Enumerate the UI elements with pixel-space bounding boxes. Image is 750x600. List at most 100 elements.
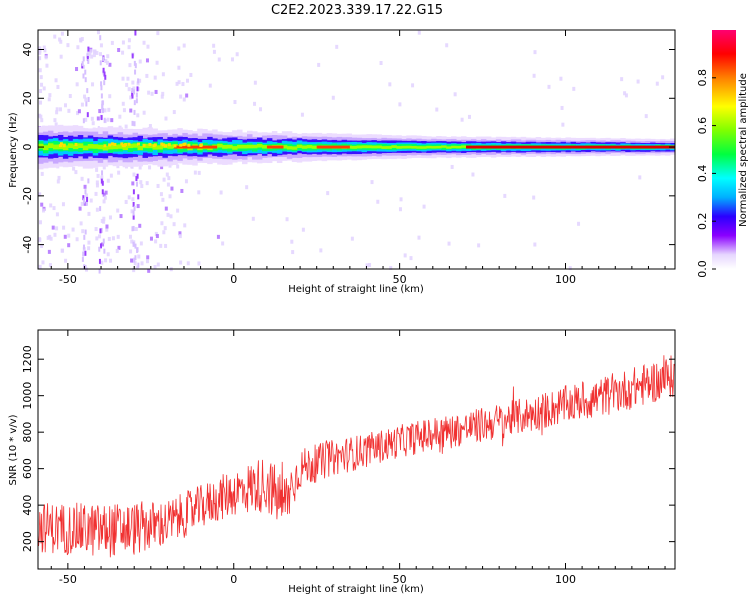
spectrogram-noise-cell: [317, 62, 321, 67]
spectrogram-noise-cell: [134, 227, 138, 232]
spectrogram-y-tick-label: 40: [21, 43, 34, 57]
spectrogram-y-tick-label: -40: [21, 236, 34, 254]
spectrogram-streak-cell: [82, 195, 85, 201]
spectrogram-noise-cell: [140, 184, 144, 189]
spectrogram-noise-cell: [104, 190, 108, 195]
spectrogram-noise-cell: [104, 59, 108, 64]
spectrogram-noise-cell: [88, 51, 92, 56]
spectrogram-noise-cell: [117, 48, 121, 53]
spectrogram-band-cell: [396, 146, 402, 149]
spectrogram-noise-cell: [38, 48, 42, 53]
spectrogram-noise-cell: [127, 87, 131, 92]
spectrogram-streak-cell: [133, 205, 136, 211]
spectrogram-noise-cell: [71, 227, 75, 232]
spectrogram-streak-cell: [132, 241, 135, 247]
spectrogram-band-cell: [311, 145, 318, 149]
spectrogram-streak-cell: [83, 198, 86, 204]
spectrogram-noise-cell: [181, 82, 185, 87]
spectrogram-noise-cell: [48, 263, 52, 268]
spectrogram-noise-cell: [38, 56, 42, 61]
spectrogram-noise-cell: [115, 248, 119, 253]
spectrogram-noise-cell: [326, 191, 330, 196]
spectrogram-peak-cell: [58, 144, 62, 148]
spectrogram-noise-cell: [125, 82, 129, 87]
spectrogram-noise-cell: [74, 170, 78, 175]
spectrogram-noise-cell: [93, 49, 97, 54]
spectrogram-noise-cell: [98, 109, 102, 114]
snr-series-line: [37, 355, 675, 558]
spectrogram-noise-cell: [121, 76, 125, 81]
spectrogram-noise-cell: [75, 237, 79, 242]
spectrogram-noise-cell: [398, 102, 402, 107]
spectrogram-noise-cell: [411, 83, 415, 88]
spectrogram-noise-cell: [300, 112, 304, 117]
spectrogram-noise-cell: [197, 261, 201, 266]
spectrogram-streak-cell: [86, 112, 89, 118]
spectrogram-band-cell: [301, 145, 308, 149]
spectrogram-noise-cell: [42, 45, 46, 50]
spectrogram-noise-cell: [212, 49, 216, 54]
spectrogram-noise-cell: [77, 109, 81, 114]
spectrogram-noise-cell: [285, 217, 289, 222]
spectrogram-noise-cell: [168, 163, 172, 168]
spectrogram-noise-cell: [108, 62, 112, 67]
spectrogram-band-cell: [361, 145, 367, 149]
spectrogram-noise-cell: [129, 95, 133, 100]
snr-x-tick-label: 0: [230, 573, 237, 586]
spectrogram-streak-cell: [86, 53, 89, 59]
spectrogram-noise-cell: [40, 82, 44, 87]
spectrogram-band-cell: [261, 145, 268, 149]
spectrogram-noise-cell: [85, 193, 89, 198]
colorbar-tick-label: 0.8: [696, 69, 709, 87]
spectrogram-band-cell: [247, 144, 253, 149]
spectrogram-noise-cell: [180, 188, 184, 193]
spectrogram-band-cell: [426, 145, 432, 149]
colorbar-gradient: [712, 30, 736, 269]
spectrogram-noise-cell: [62, 225, 66, 230]
spectrogram-noise-cell: [167, 176, 171, 181]
spectrogram-noise-cell: [110, 40, 114, 45]
spectrogram-noise-cell: [132, 86, 136, 91]
spectrogram-noise-cell: [38, 46, 42, 51]
spectrogram-noise-cell: [110, 118, 114, 123]
spectrogram-band-cell: [411, 145, 417, 149]
spectrogram-band-cell: [137, 145, 144, 151]
spectrogram-band-cell: [381, 146, 387, 149]
spectrogram-noise-cell: [251, 216, 255, 221]
spectrogram-noise-cell: [179, 260, 183, 265]
spectrogram-noise-cell: [75, 82, 79, 87]
spectrogram-noise-cell: [148, 165, 152, 170]
colorbar-tick-label: 0.2: [696, 212, 709, 230]
spectrogram-noise-cell: [95, 207, 99, 212]
spectrogram-noise-cell: [111, 236, 115, 241]
colorbar-label: Normalized spectral amplitude: [738, 73, 749, 227]
spectrogram-noise-cell: [623, 91, 627, 96]
spectrogram-noise-cell: [164, 116, 168, 121]
colorbar-tick-label: 0.4: [696, 165, 709, 183]
spectrogram-peak-cell: [59, 142, 63, 146]
spectrogram-noise-cell: [91, 121, 95, 126]
spectrogram-streak-cell: [82, 73, 85, 79]
spectrogram-noise-cell: [89, 49, 93, 54]
spectrogram-noise-cell: [80, 37, 84, 42]
spectrogram-noise-cell: [178, 234, 182, 239]
spectrogram-noise-cell: [38, 192, 42, 197]
spectrogram-streak-cell: [82, 118, 85, 124]
spectrogram-noise-cell: [398, 207, 402, 212]
spectrogram-noise-cell: [166, 182, 170, 187]
spectrogram-noise-cell: [148, 124, 152, 129]
spectrogram-noise-cell: [39, 100, 43, 105]
spectrogram-streak-cell: [82, 244, 85, 250]
spectrogram-noise-cell: [40, 118, 44, 123]
spectrogram-noise-cell: [68, 94, 72, 99]
spectrogram-noise-cell: [365, 263, 369, 268]
spectrogram-noise-cell: [417, 235, 421, 240]
spectrogram-noise-cell: [161, 197, 165, 202]
spectrogram-noise-cell: [83, 201, 87, 206]
spectrogram-band-cell: [167, 144, 173, 149]
spectrogram-streak-cell: [87, 58, 90, 64]
spectrogram-streak-cell: [87, 178, 90, 184]
spectrogram-noise-cell: [38, 68, 42, 73]
spectrogram-noise-cell: [127, 38, 131, 43]
spectrogram-band-layer: [38, 124, 676, 170]
